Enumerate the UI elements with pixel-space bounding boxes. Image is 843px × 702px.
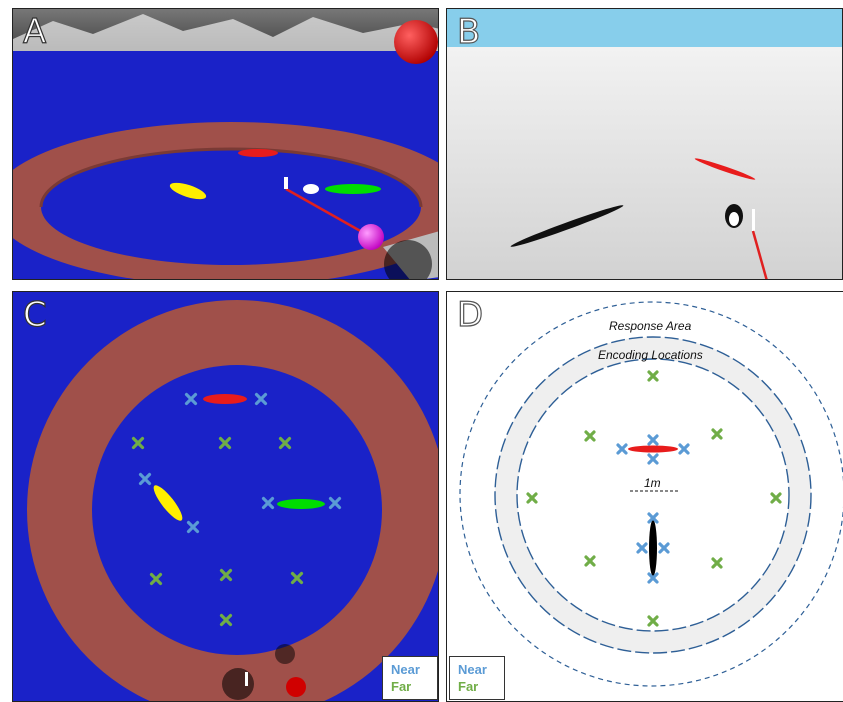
sky (447, 9, 842, 47)
far-location-marker (131, 436, 145, 450)
floor-plane (447, 47, 842, 279)
flag-marker (284, 177, 288, 189)
far-location-marker (149, 572, 163, 586)
green-object (277, 499, 325, 509)
far-location-marker (711, 557, 723, 569)
arena-floor (92, 365, 382, 655)
near-location-marker (636, 542, 648, 554)
far-location-marker (711, 428, 723, 440)
legend-near: Near (391, 662, 420, 677)
pointer-laser (751, 230, 768, 279)
red-object (628, 445, 678, 453)
encoding-locations-label: Encoding Locations (598, 348, 703, 362)
duck-icon (303, 184, 319, 194)
panel-c-label: C (22, 295, 47, 335)
red-ball (394, 20, 438, 64)
encoding-ring-inner (516, 358, 790, 632)
green-object (325, 184, 381, 194)
near-location-marker (254, 392, 268, 406)
near-location-marker (138, 472, 152, 486)
scale-label: 1m (644, 476, 661, 490)
far-location-marker (290, 571, 304, 585)
near-location-marker (658, 542, 670, 554)
near-location-marker (261, 496, 275, 510)
near-location-marker (647, 434, 659, 446)
far-location-marker (584, 555, 596, 567)
near-location-marker (328, 496, 342, 510)
black-object (510, 205, 624, 247)
legend-near: Near (458, 662, 487, 677)
panel-d: D Response Area Encoding Locations 1m Ne… (446, 291, 843, 702)
panel-c-scene (13, 292, 438, 701)
response-area-ring (459, 301, 843, 687)
panel-b: B (446, 8, 843, 280)
far-location-marker (526, 492, 538, 504)
near-location-marker (184, 392, 198, 406)
panel-d-label: D (456, 295, 484, 335)
pink-ball (358, 224, 384, 250)
black-object (649, 520, 657, 576)
far-location-marker (219, 613, 233, 627)
red-object (238, 149, 278, 157)
pointer-laser (285, 187, 372, 239)
near-location-marker (616, 443, 628, 455)
near-location-marker (647, 512, 659, 524)
panel-b-scene (447, 9, 842, 279)
near-location-marker (647, 572, 659, 584)
red-ball (286, 677, 306, 697)
red-object (694, 158, 756, 180)
far-location-marker (219, 568, 233, 582)
near-location-marker (678, 443, 690, 455)
panel-a: A (12, 8, 439, 280)
red-object (203, 394, 247, 404)
legend-c: Near Far (382, 656, 438, 700)
near-location-marker (186, 520, 200, 534)
near-location-marker (647, 453, 659, 465)
legend-d: Near Far (449, 656, 505, 700)
far-location-marker (218, 436, 232, 450)
panel-d-diagram (459, 301, 843, 687)
legend-far: Far (458, 679, 479, 694)
far-location-marker (584, 430, 596, 442)
arena-floor (41, 149, 421, 265)
panel-a-label: A (22, 12, 47, 52)
panel-a-scene (13, 9, 438, 279)
yellow-object (169, 182, 207, 200)
response-area-label: Response Area (609, 319, 692, 333)
legend-far: Far (391, 679, 412, 694)
yellow-object (153, 485, 183, 521)
panel-b-label: B (456, 12, 481, 52)
far-location-marker (647, 370, 659, 382)
panel-c: C Near Far (12, 291, 439, 702)
far-location-marker (278, 436, 292, 450)
far-location-marker (647, 615, 659, 627)
far-location-marker (770, 492, 782, 504)
